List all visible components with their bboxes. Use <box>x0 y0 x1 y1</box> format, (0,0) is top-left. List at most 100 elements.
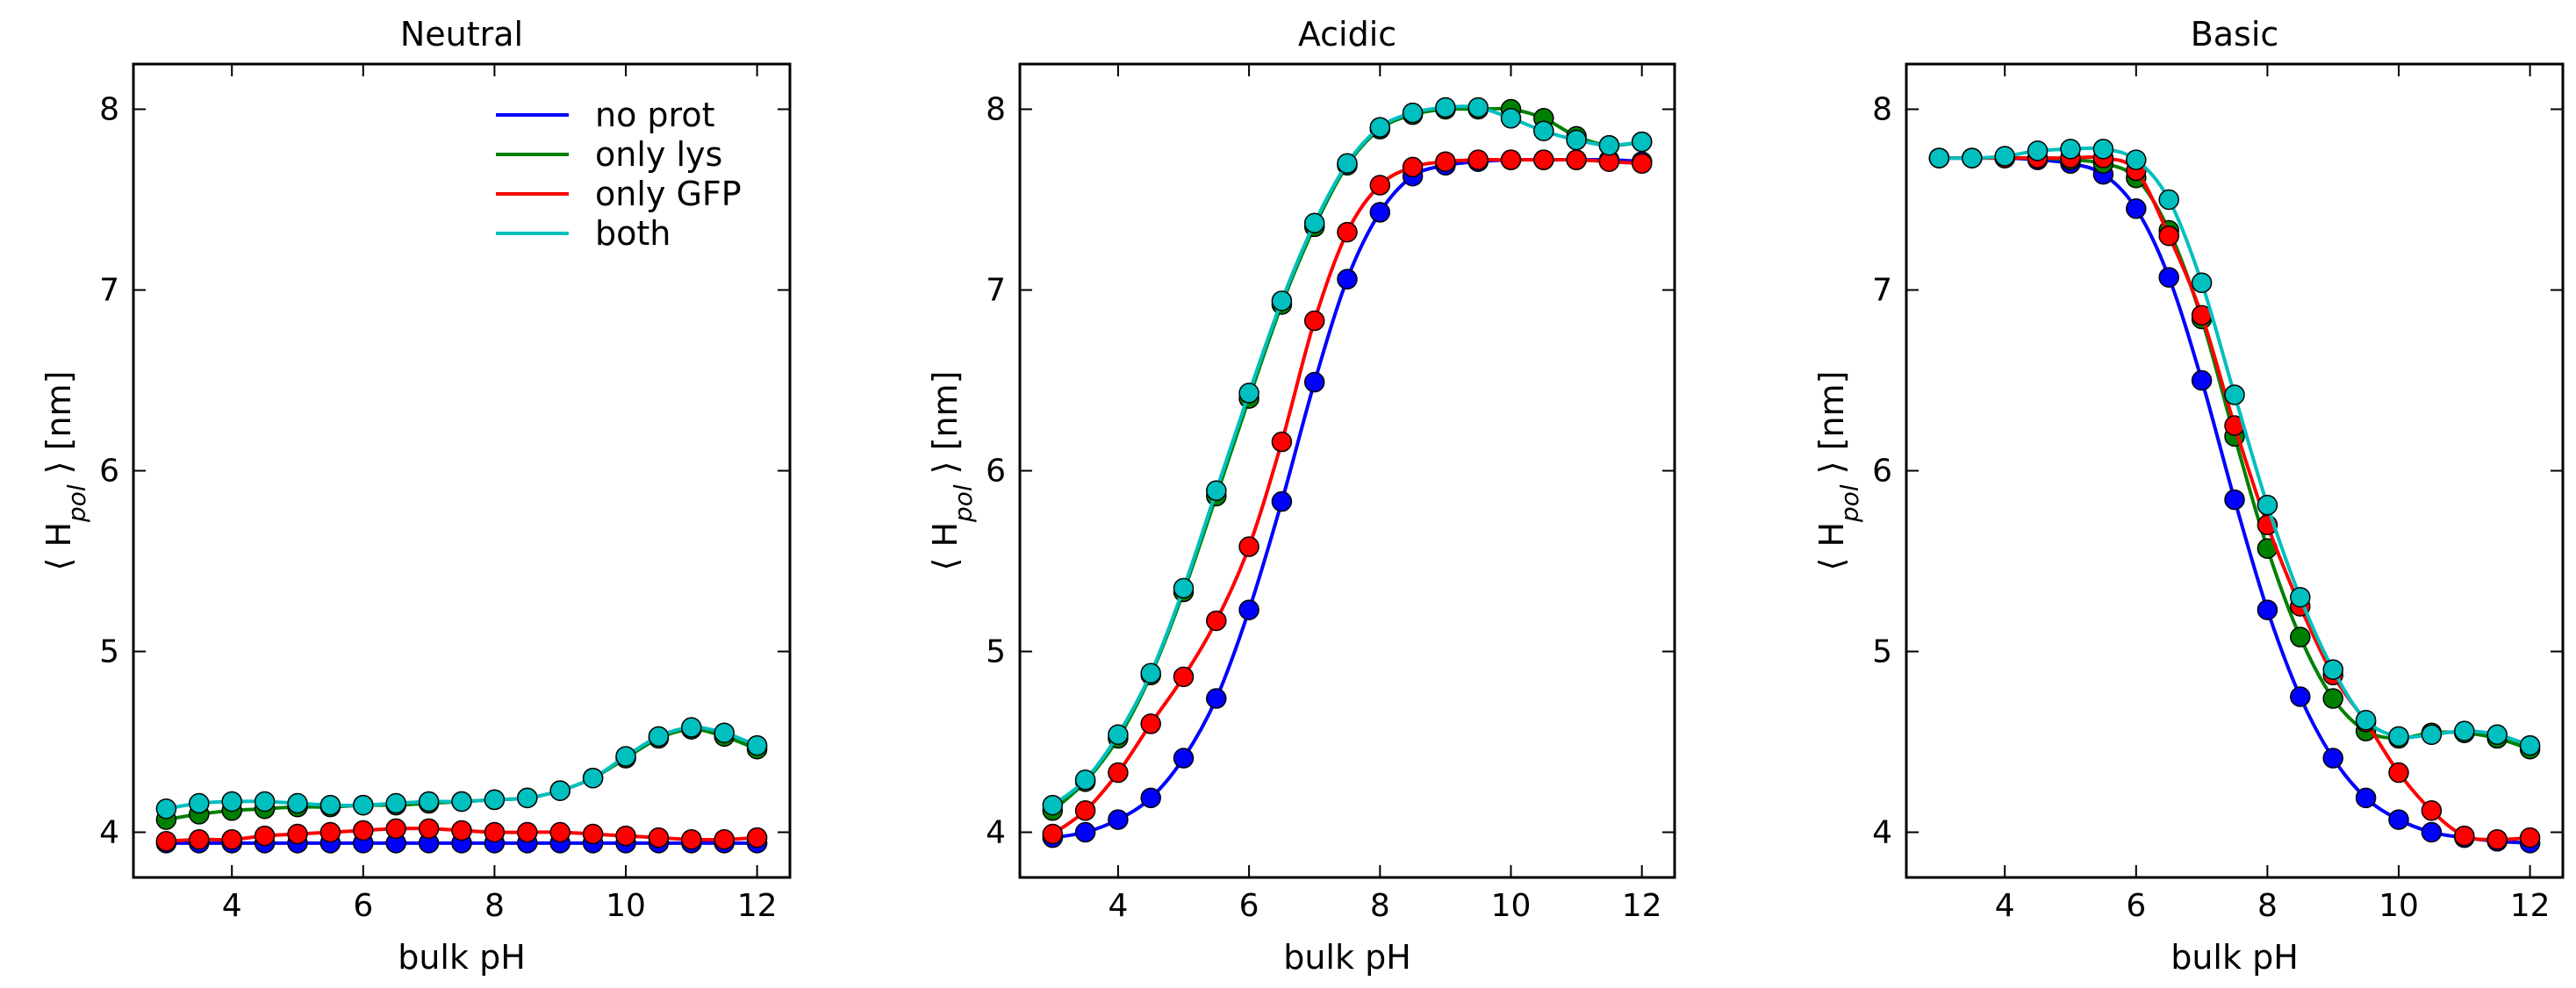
data-point-both <box>1074 770 1096 791</box>
data-point-no-prot <box>2257 599 2278 620</box>
data-point-no-prot <box>2158 267 2179 288</box>
data-point-only-gfp <box>746 827 768 848</box>
x-tick-label: 8 <box>1370 888 1390 924</box>
data-point-no-prot <box>1108 809 1129 830</box>
y-tick-label: 6 <box>1872 454 1892 490</box>
data-point-only-gfp <box>1238 536 1259 557</box>
data-point-both <box>2486 724 2508 746</box>
data-point-only-gfp <box>254 825 276 847</box>
data-point-both <box>2388 726 2409 748</box>
x-tick-label: 12 <box>1622 888 1662 924</box>
y-tick-label: 5 <box>99 634 119 670</box>
data-point-both <box>155 798 177 820</box>
plot-area-basic <box>1928 139 2541 854</box>
plot-area-neutral <box>155 717 768 854</box>
legend-label-only-lys: only lys <box>595 135 722 174</box>
data-point-both <box>2519 734 2541 756</box>
data-point-both <box>2454 720 2475 741</box>
x-tick-label: 8 <box>484 888 505 924</box>
data-point-only-gfp <box>1206 610 1227 632</box>
data-point-only-gfp <box>484 821 506 843</box>
data-point-only-gfp <box>648 827 670 848</box>
y-tick-label: 7 <box>986 273 1006 309</box>
data-point-both <box>385 792 406 814</box>
data-point-no-prot <box>1173 748 1195 769</box>
x-tick-label: 4 <box>222 888 242 924</box>
x-tick-label: 10 <box>2379 888 2419 924</box>
data-point-only-gfp <box>2388 762 2409 784</box>
data-point-both <box>1173 577 1195 599</box>
series-line-both <box>1051 104 1642 807</box>
data-point-both <box>2126 149 2147 170</box>
data-point-only-gfp <box>714 828 735 850</box>
data-point-only-gfp <box>189 828 210 850</box>
data-point-both <box>1631 131 1653 153</box>
data-point-only-gfp <box>2421 800 2443 821</box>
series-line-only-lys <box>1051 106 1642 813</box>
data-point-both <box>1337 153 1358 175</box>
data-point-both <box>1140 662 1161 684</box>
data-point-only-gfp <box>2486 828 2508 850</box>
legend-label-both: both <box>595 214 671 253</box>
data-point-no-prot <box>1369 202 1391 223</box>
data-point-both <box>1238 383 1259 404</box>
data-point-only-gfp <box>319 821 341 843</box>
data-point-only-gfp <box>1369 175 1391 196</box>
data-point-both <box>2224 384 2245 405</box>
data-point-both <box>2158 189 2179 211</box>
data-point-only-gfp <box>681 828 702 850</box>
x-tick-label: 4 <box>1108 888 1128 924</box>
data-point-only-gfp <box>615 825 636 847</box>
data-point-both <box>254 791 276 813</box>
y-tick-label: 8 <box>1872 92 1892 128</box>
x-tick-label: 4 <box>1995 888 2015 924</box>
data-point-only-gfp <box>1402 156 1424 178</box>
data-point-both <box>1042 794 1064 816</box>
data-point-only-gfp <box>1108 762 1129 784</box>
data-point-no-prot <box>2355 787 2377 809</box>
data-point-both <box>1928 147 1950 168</box>
data-point-only-gfp <box>353 820 374 841</box>
panel-neutral: Neutral 4 6 8 10 12 4 5 6 7 8 bulk pH ⟨ Hpol ⟩ [nm] n… <box>39 15 792 977</box>
data-point-no-prot <box>1074 821 1096 843</box>
data-point-only-lys <box>2290 626 2311 648</box>
data-point-both <box>484 789 506 811</box>
data-point-both <box>1402 102 1424 124</box>
data-point-only-gfp <box>1173 666 1195 688</box>
x-tick-label: 6 <box>2126 888 2146 924</box>
data-point-no-prot <box>1206 688 1227 709</box>
data-point-only-gfp <box>451 820 472 841</box>
x-tick-label: 12 <box>737 888 778 924</box>
data-point-both <box>189 792 210 814</box>
y-tick-label: 6 <box>986 454 1006 490</box>
data-point-both <box>287 792 308 814</box>
plot-area-acidic <box>1042 97 1653 848</box>
y-tick-label: 4 <box>986 815 1006 851</box>
data-point-only-gfp <box>1042 823 1064 845</box>
data-point-both <box>2290 586 2311 608</box>
data-point-no-prot <box>1271 490 1293 512</box>
data-point-both <box>319 794 341 816</box>
x-tick-label: 12 <box>2510 888 2551 924</box>
data-point-both <box>1206 480 1227 501</box>
panel-title-basic: Basic <box>2191 15 2279 54</box>
data-point-both <box>1369 117 1391 138</box>
data-point-both <box>746 734 768 756</box>
data-point-both <box>451 791 472 813</box>
y-tick-label: 4 <box>99 815 119 851</box>
data-point-only-gfp <box>1500 149 1522 170</box>
data-point-only-gfp <box>221 828 242 850</box>
data-point-both <box>1598 134 1620 156</box>
data-point-both <box>2257 494 2278 516</box>
panel-acidic: Acidic 4 6 8 10 12 4 5 6 7 8 bulk pH ⟨ Hpol ⟩ [nm] <box>926 15 1676 977</box>
y-tick-label: 4 <box>1872 815 1892 851</box>
data-point-only-gfp <box>1140 713 1161 734</box>
data-point-both <box>1303 212 1325 234</box>
y-tick-label: 7 <box>1872 273 1892 309</box>
data-point-no-prot <box>1140 787 1161 809</box>
data-point-only-gfp <box>2519 827 2541 848</box>
x-tick-label: 10 <box>606 888 646 924</box>
data-point-both <box>418 791 440 813</box>
